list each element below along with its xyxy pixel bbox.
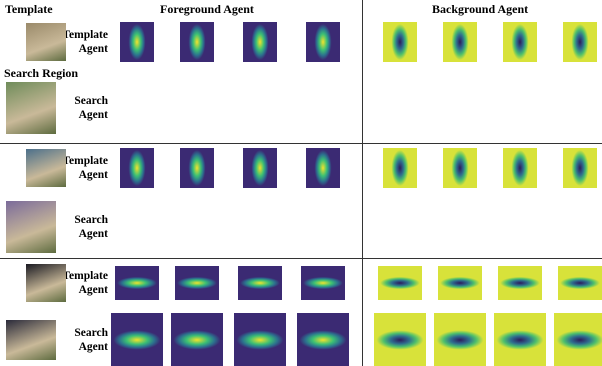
heatmap [378, 266, 422, 300]
heatmap [498, 266, 542, 300]
header-background: Background Agent [432, 2, 528, 17]
heatmap [297, 313, 349, 366]
heatmap [243, 148, 277, 188]
heatmap [563, 22, 597, 62]
heatmap [434, 200, 486, 254]
heatmap [306, 148, 340, 188]
heatmap [438, 266, 482, 300]
header-foreground: Foreground Agent [160, 2, 254, 17]
heatmap [374, 200, 426, 254]
heatmap [234, 200, 286, 254]
heatmap [171, 81, 223, 135]
heatmap [374, 313, 426, 366]
heatmap [171, 313, 223, 366]
thumbnail [26, 149, 66, 187]
heatmap [558, 266, 602, 300]
heatmap [180, 22, 214, 62]
separator [0, 143, 602, 144]
thumbnail [26, 23, 66, 61]
heatmap [111, 200, 163, 254]
row-label: Search Agent [62, 213, 108, 241]
header-search-region: Search Region [4, 66, 78, 81]
heatmap [297, 81, 349, 135]
heatmap [434, 81, 486, 135]
heatmap [503, 148, 537, 188]
row-label: Search Agent [62, 326, 108, 354]
heatmap [443, 148, 477, 188]
heatmap [563, 148, 597, 188]
row-label: Search Agent [62, 94, 108, 122]
heatmap [374, 81, 426, 135]
heatmap [234, 313, 286, 366]
heatmap [443, 22, 477, 62]
row-label: Template Agent [62, 154, 108, 182]
heatmap [234, 81, 286, 135]
heatmap [383, 22, 417, 62]
figure: Template Foreground Agent Background Age… [0, 0, 602, 366]
heatmap [383, 148, 417, 188]
heatmap [434, 313, 486, 366]
heatmap [494, 200, 546, 254]
row-label: Template Agent [62, 28, 108, 56]
heatmap [554, 200, 602, 254]
heatmap [554, 313, 602, 366]
thumbnail [6, 320, 56, 360]
heatmap [120, 148, 154, 188]
heatmap [175, 266, 219, 300]
separator [0, 258, 602, 259]
heatmap [297, 200, 349, 254]
thumbnail [6, 82, 56, 134]
heatmap [120, 22, 154, 62]
heatmap [111, 81, 163, 135]
heatmap [238, 266, 282, 300]
heatmap [243, 22, 277, 62]
row-label: Template Agent [62, 269, 108, 297]
thumbnail [6, 201, 56, 253]
heatmap [111, 313, 163, 366]
heatmap [494, 81, 546, 135]
heatmap [554, 81, 602, 135]
heatmap [171, 200, 223, 254]
header-template: Template [5, 2, 53, 17]
divider [362, 0, 363, 366]
heatmap [494, 313, 546, 366]
heatmap [503, 22, 537, 62]
heatmap [180, 148, 214, 188]
heatmap [306, 22, 340, 62]
heatmap [301, 266, 345, 300]
thumbnail [26, 264, 66, 302]
heatmap [115, 266, 159, 300]
